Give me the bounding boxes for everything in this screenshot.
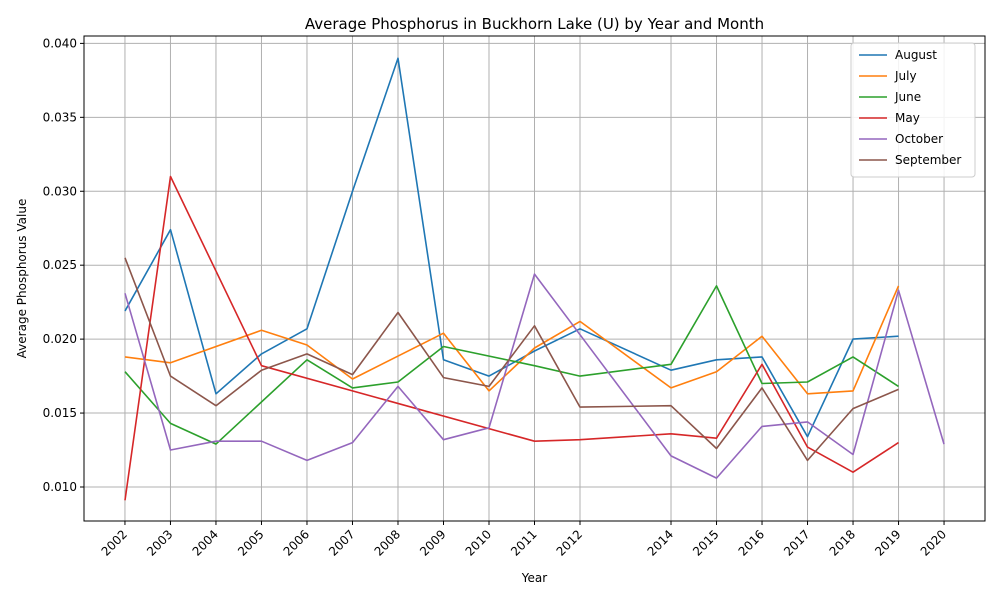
- x-tick-label: 2004: [190, 527, 221, 558]
- y-tick-label: 0.025: [43, 258, 77, 272]
- chart-title: Average Phosphorus in Buckhorn Lake (U) …: [305, 15, 764, 33]
- y-tick-label: 0.040: [43, 36, 77, 50]
- x-tick-label: 2019: [872, 527, 903, 558]
- series-line-august: [124, 57, 899, 438]
- series-line-october: [124, 273, 945, 479]
- x-tick-label: 2003: [144, 527, 175, 558]
- series-line-june: [124, 285, 899, 445]
- x-tick-label: 2008: [372, 527, 403, 558]
- y-tick-label: 0.010: [43, 480, 77, 494]
- series-line-july: [124, 285, 900, 395]
- y-tick-label: 0.015: [43, 406, 77, 420]
- series-line-may: [124, 175, 899, 501]
- legend-label: July: [894, 69, 917, 83]
- x-tick-label: 2002: [99, 527, 130, 558]
- series-line-september: [124, 257, 899, 462]
- legend: August July June May October September: [850, 42, 976, 178]
- x-tick-label: 2018: [827, 527, 858, 558]
- legend-label: August: [895, 48, 937, 62]
- x-tick-label: 2005: [235, 527, 266, 558]
- y-axis-label: Average Phosphorus Value: [15, 199, 29, 359]
- legend-label: October: [895, 132, 943, 146]
- x-tick-label: 2007: [326, 527, 357, 558]
- x-tick-label: 2009: [417, 527, 448, 558]
- legend-label: September: [895, 153, 961, 167]
- y-tick-label: 0.035: [43, 110, 77, 124]
- x-tick-label: 2016: [736, 527, 767, 558]
- x-tick-label: 2010: [463, 527, 494, 558]
- x-tick-label: 2011: [508, 527, 539, 558]
- series-lines: [124, 57, 945, 501]
- x-tick-label: 2012: [554, 527, 585, 558]
- axis-ticks: 0.010 0.015 0.020 0.025 0.030 0.035 0.040 2002 2…: [43, 36, 950, 558]
- x-tick-label: 2017: [781, 527, 812, 558]
- x-tick-label: 2006: [281, 527, 312, 558]
- x-tick-label: 2014: [645, 527, 676, 558]
- y-tick-label: 0.030: [43, 184, 77, 198]
- grid: [84, 36, 985, 521]
- legend-label: May: [895, 111, 920, 125]
- x-tick-label: 2015: [690, 527, 721, 558]
- legend-label: June: [894, 90, 921, 104]
- x-axis-label: Year: [521, 571, 547, 585]
- x-tick-label: 2020: [918, 527, 949, 558]
- y-tick-label: 0.020: [43, 332, 77, 346]
